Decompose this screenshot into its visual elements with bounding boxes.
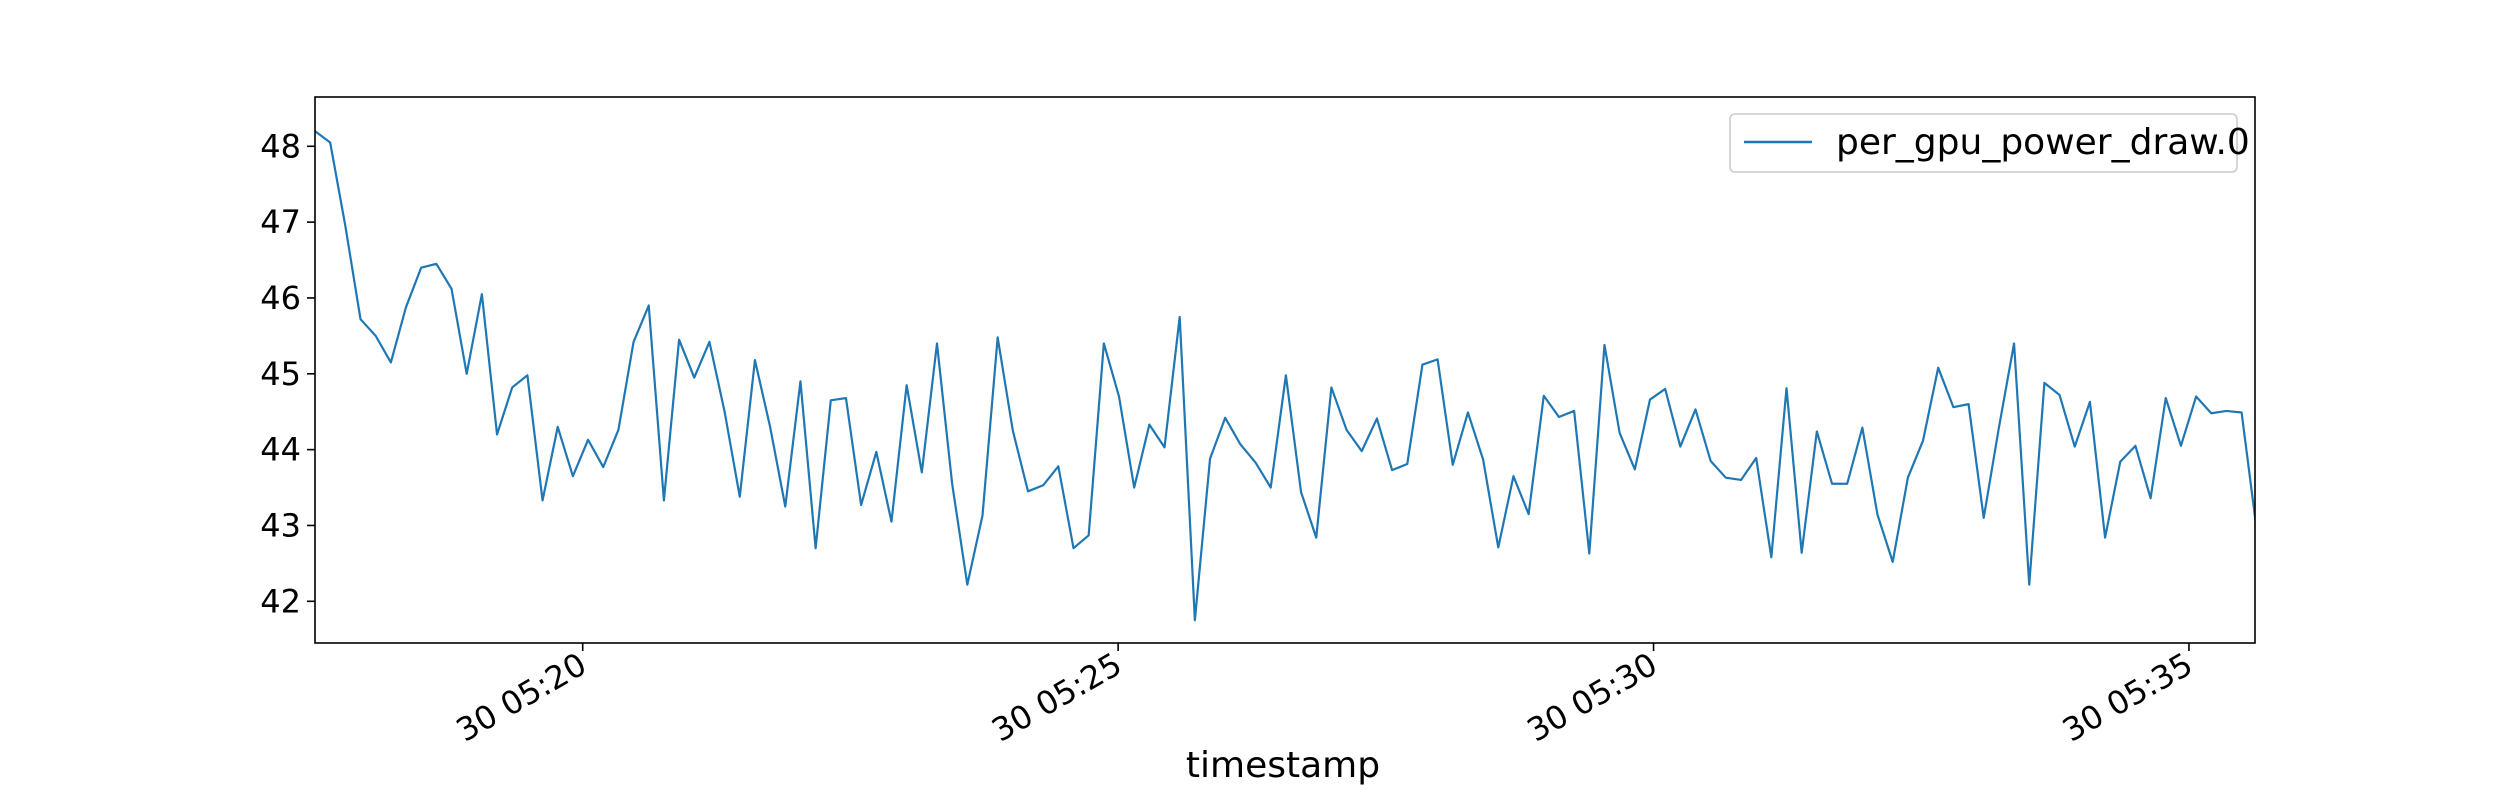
y-tick-label: 42 <box>260 582 301 620</box>
series-line-0 <box>315 130 2255 622</box>
y-tick-label: 44 <box>260 431 301 469</box>
y-tick-label: 45 <box>260 355 301 393</box>
x-tick-label: 30 05:30 <box>1521 645 1664 749</box>
x-axis: 30 05:20 30 05:25 30 05:30 30 05:35 <box>450 643 2199 749</box>
plot-frame <box>314 96 2256 644</box>
y-axis: 42 43 44 45 46 47 48 <box>260 127 315 620</box>
legend: per_gpu_power_draw.0 <box>1729 113 2250 173</box>
x-axis-title: timestamp <box>1186 745 1380 786</box>
y-tick-label: 46 <box>260 279 301 317</box>
plot-area <box>315 97 2255 643</box>
x-tick-label: 30 05:25 <box>985 645 1128 749</box>
y-tick-label: 48 <box>260 127 301 165</box>
legend-box <box>1729 113 2238 173</box>
y-tick-label: 47 <box>260 203 301 241</box>
legend-label: per_gpu_power_draw.0 <box>1836 122 2250 163</box>
x-tick-label: 30 05:35 <box>2056 645 2199 749</box>
x-tick-label: 30 05:20 <box>450 645 593 749</box>
y-tick-label: 43 <box>260 506 301 544</box>
